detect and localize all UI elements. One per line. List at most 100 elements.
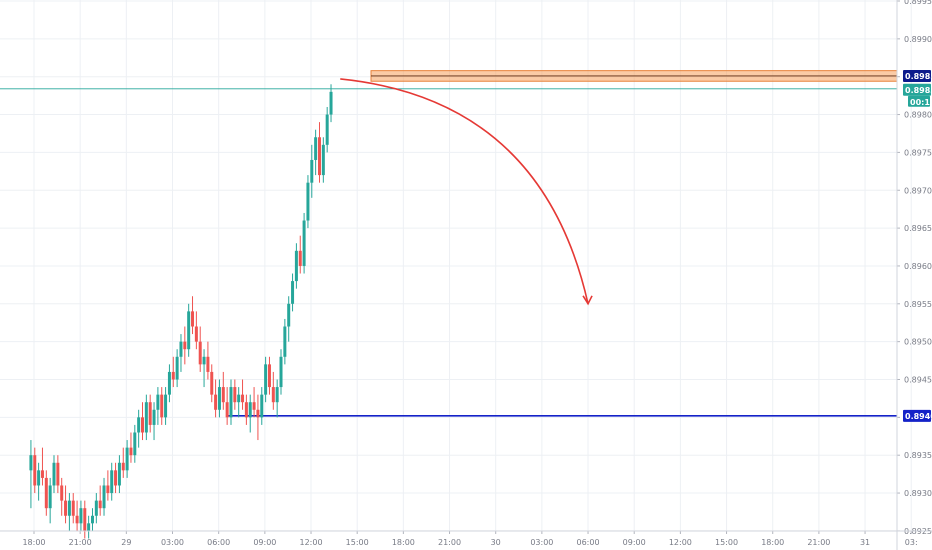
candle-body [287, 303, 291, 327]
candle [44, 470, 48, 516]
candle-body [233, 387, 237, 403]
candle [191, 296, 195, 335]
candle [114, 462, 118, 494]
candle-body [187, 311, 191, 350]
candle [306, 175, 310, 229]
candle [217, 379, 221, 418]
arrow-head [582, 295, 593, 306]
candle-body [229, 387, 233, 418]
candle-body [156, 394, 160, 410]
candle-body [237, 394, 241, 403]
candle [67, 493, 71, 531]
x-tick-label: 12:00 [669, 538, 692, 547]
candle-body [94, 500, 98, 516]
candle-body [60, 485, 64, 501]
candle [194, 311, 198, 350]
candle-body [167, 371, 171, 395]
candle [160, 387, 164, 425]
candle [317, 122, 321, 183]
candle [75, 500, 79, 531]
resistance-price-tag: 0.89851 [903, 69, 932, 82]
candle [183, 326, 187, 365]
candle [164, 387, 168, 425]
candle [133, 424, 137, 463]
candle-body [52, 462, 56, 486]
candle [329, 84, 333, 123]
candle [298, 235, 302, 274]
candle [125, 440, 129, 478]
candle [256, 394, 260, 441]
candle [90, 508, 94, 531]
candle [175, 349, 179, 388]
x-tick-label: 06:00 [207, 538, 230, 547]
candle [279, 349, 283, 395]
candle-body [56, 462, 60, 486]
candle-body [106, 485, 110, 494]
candle [302, 212, 306, 274]
x-tick-label: 21:00 [438, 538, 461, 547]
candle [210, 364, 214, 403]
x-tick-label: 31 [860, 538, 870, 547]
candle [237, 387, 241, 418]
candle-body [129, 447, 133, 456]
candle-body [198, 341, 202, 365]
candle-body [314, 137, 318, 160]
x-tick-label: 29 [121, 538, 131, 547]
candle-body [114, 470, 118, 486]
candle-body [29, 455, 33, 471]
candle-body [248, 402, 252, 418]
x-tick-label: 15:00 [715, 538, 738, 547]
x-tick-label: 03:00 [530, 538, 553, 547]
candle-body [179, 341, 183, 357]
support-price-tag-text: 0.89402 [905, 412, 932, 421]
candle-body [117, 462, 121, 486]
candle-body [283, 326, 287, 357]
candle [37, 462, 41, 501]
candle [267, 356, 271, 395]
candle [29, 440, 33, 509]
candle-body [175, 356, 179, 380]
candle [64, 485, 68, 524]
candle [171, 356, 175, 388]
candle [60, 477, 64, 516]
current-price-tag-box [903, 83, 931, 96]
candle-body [67, 500, 71, 516]
candle-body [75, 515, 79, 524]
candle-body [279, 356, 283, 388]
candle-body [110, 470, 114, 494]
candle [117, 455, 121, 494]
candle [79, 500, 83, 531]
candle [129, 432, 133, 463]
candle-body [317, 137, 321, 176]
candle [294, 243, 298, 289]
candle [271, 371, 275, 410]
candle [252, 387, 256, 418]
candle-body [271, 387, 275, 403]
candle-body [294, 250, 298, 282]
candle-body [210, 371, 214, 395]
candle [241, 379, 245, 410]
candle [33, 447, 37, 494]
candle [229, 379, 233, 425]
candle-body [40, 470, 44, 478]
candle [179, 334, 183, 372]
candle-body [325, 114, 329, 145]
resistance-price-tag-text: 0.89851 [905, 72, 932, 81]
candle-body [264, 364, 268, 395]
candle-body [310, 159, 314, 183]
candle [87, 515, 91, 539]
candle-body [244, 402, 248, 418]
candle-body [302, 220, 306, 266]
x-tick-label: 06:00 [577, 538, 600, 547]
candle [137, 409, 141, 448]
candle-body [206, 356, 210, 372]
forecast-arrow [340, 78, 589, 304]
